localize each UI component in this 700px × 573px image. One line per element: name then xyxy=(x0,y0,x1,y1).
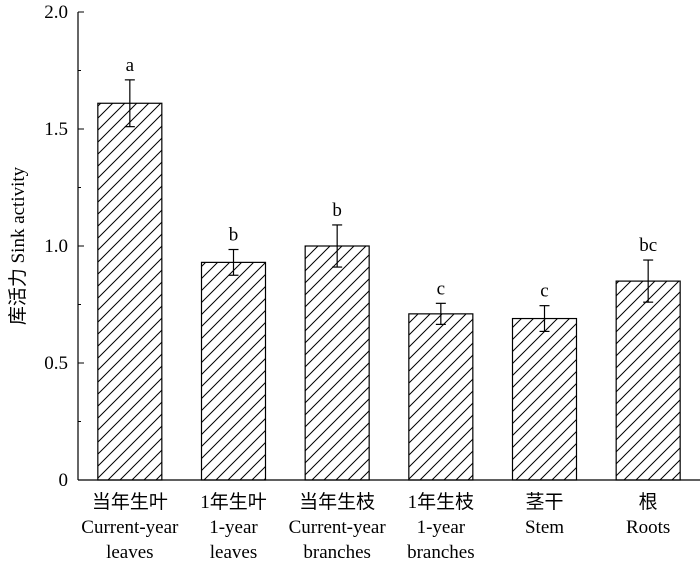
category-label-cn: 1年生枝 xyxy=(408,491,475,513)
significance-label: b xyxy=(332,200,342,221)
y-tick-label: 1.5 xyxy=(44,119,68,140)
category-label-en: Current-year xyxy=(81,517,179,538)
plot-area: 0 0.5 1.0 1.5 2.0 a 当年生叶 Current-year leaves b 1年生… xyxy=(44,2,700,563)
bar xyxy=(408,313,474,481)
category-label-en: 1-year xyxy=(209,517,258,538)
category-label-cn: 当年生叶 xyxy=(92,491,168,513)
significance-label: a xyxy=(126,55,135,76)
category-label-en: branches xyxy=(303,542,371,563)
bar xyxy=(615,280,681,481)
category-label-en: leaves xyxy=(106,542,153,563)
category-label-en: Current-year xyxy=(289,517,387,538)
significance-label: b xyxy=(229,225,239,246)
category-label-en: leaves xyxy=(210,542,257,563)
category-label-cn: 根 xyxy=(639,491,658,513)
significance-label: c xyxy=(540,281,548,302)
significance-label: bc xyxy=(639,235,657,256)
category-label-en: Roots xyxy=(626,517,670,538)
bar xyxy=(200,261,267,481)
y-axis-title: 库活力 Sink activity xyxy=(7,166,29,325)
y-tick-label: 0 xyxy=(59,470,69,491)
category-label-cn: 茎干 xyxy=(525,491,563,513)
category-label-en: branches xyxy=(407,542,475,563)
bar xyxy=(304,245,370,481)
bar xyxy=(511,317,578,481)
y-tick-label: 0.5 xyxy=(44,353,68,374)
category-label-en: 1-year xyxy=(417,517,466,538)
category-label-cn: 当年生枝 xyxy=(299,491,375,513)
category-label-en: Stem xyxy=(525,517,564,538)
y-tick-label: 1.0 xyxy=(44,236,68,257)
significance-label: c xyxy=(437,278,445,299)
category-label-cn: 1年生叶 xyxy=(200,491,267,513)
y-tick-label: 2.0 xyxy=(44,2,68,23)
bar xyxy=(97,102,163,481)
